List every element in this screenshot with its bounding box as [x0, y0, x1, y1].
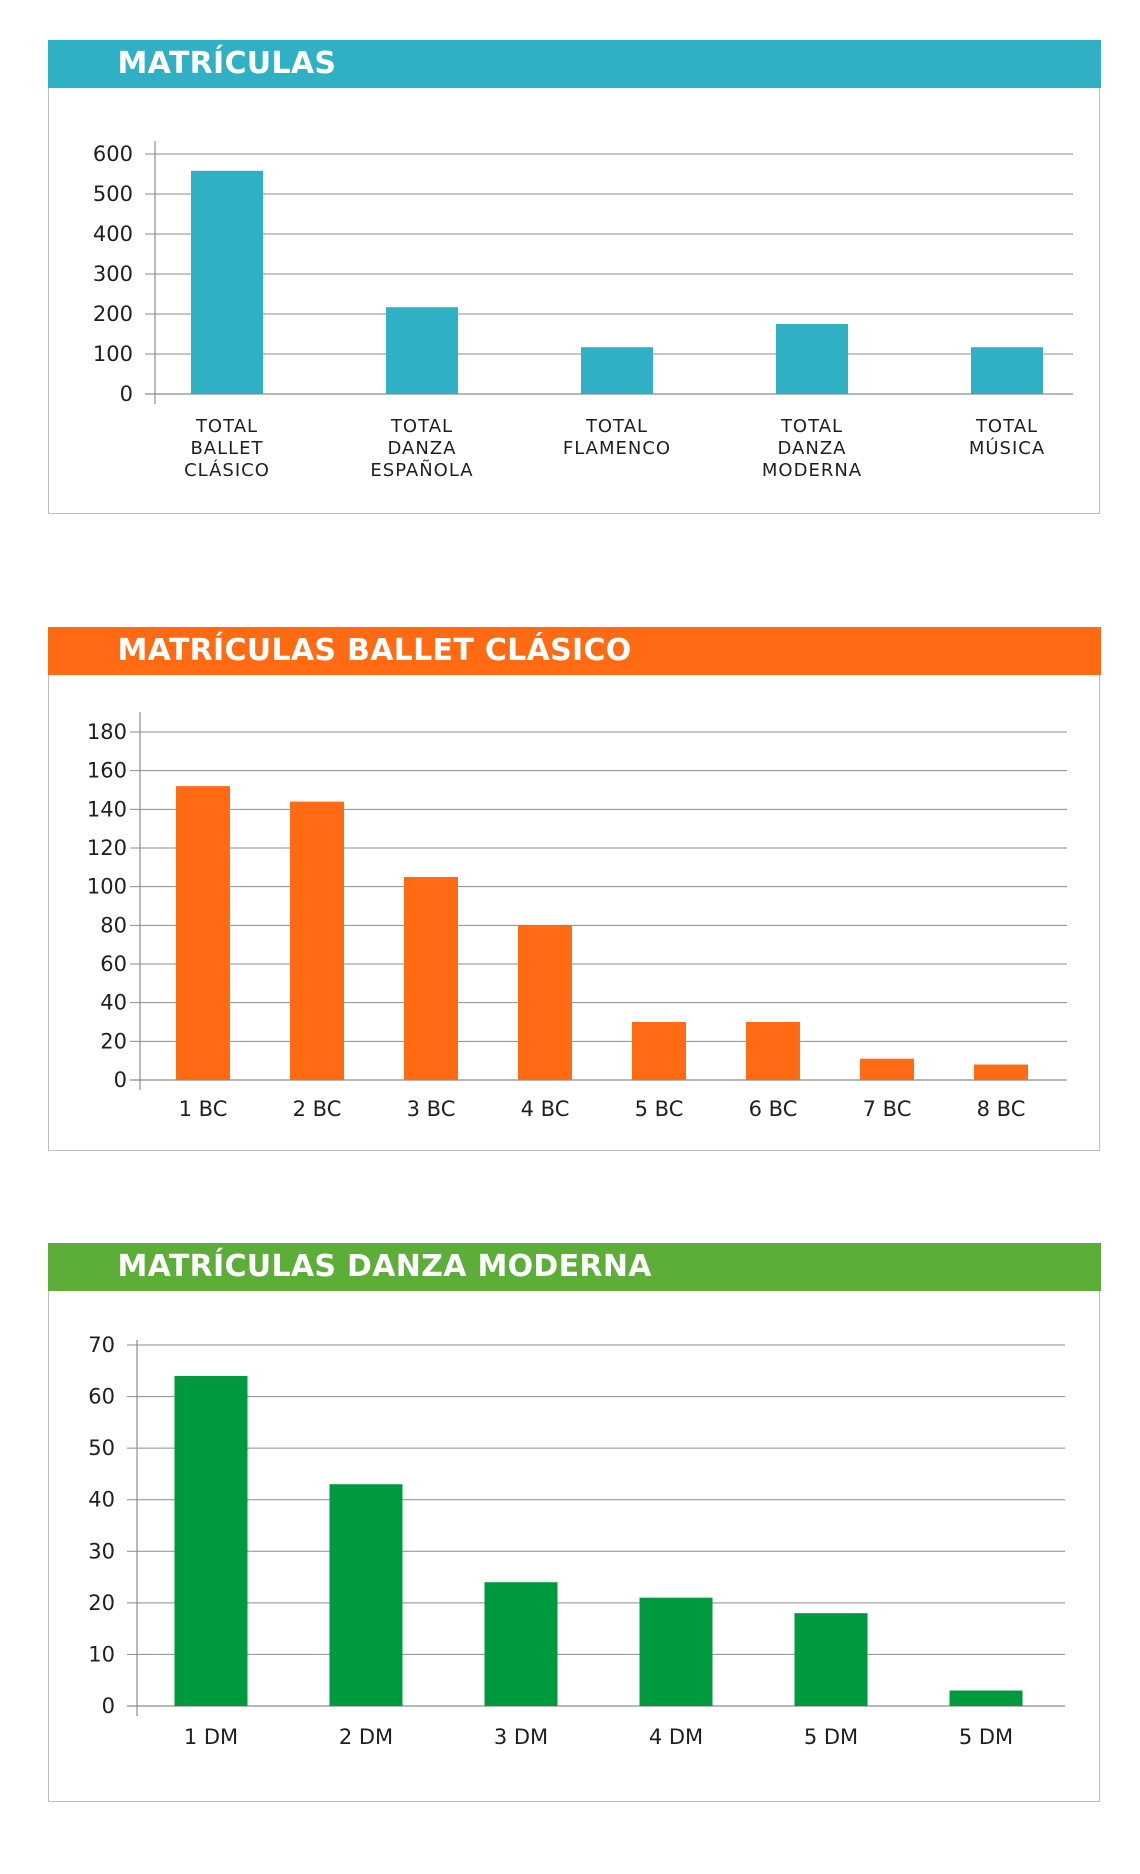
x-category-label: 3 DM: [494, 1725, 548, 1749]
x-category-label: 8 BC: [977, 1097, 1026, 1121]
bar: [860, 1058, 914, 1080]
bar: [794, 1613, 868, 1706]
y-tick-label: 60: [100, 952, 127, 976]
bar: [174, 1375, 248, 1706]
y-tick-label: 100: [87, 875, 127, 899]
x-category-label: 2 BC: [293, 1097, 342, 1121]
bar: [632, 1022, 686, 1080]
bar: [176, 786, 230, 1080]
y-tick-label: 300: [93, 262, 133, 286]
y-tick-label: 0: [114, 1068, 127, 1092]
chart-title: MATRÍCULAS DANZA MODERNA: [117, 1248, 652, 1284]
y-tick-label: 500: [93, 182, 133, 206]
y-tick-label: 120: [87, 836, 127, 860]
x-category-label: 1 DM: [184, 1725, 238, 1749]
y-tick-label: 400: [93, 222, 133, 246]
chart-header-danza-moderna: MATRÍCULAS DANZA MODERNA: [47, 1242, 1101, 1291]
bar: [404, 877, 458, 1080]
bar: [191, 170, 263, 394]
bar: [290, 801, 344, 1080]
x-category-label: 4 BC: [521, 1097, 570, 1121]
bar: [386, 307, 458, 394]
y-tick-label: 600: [93, 142, 133, 166]
y-tick-label: 140: [87, 797, 127, 821]
y-tick-label: 40: [88, 1488, 115, 1512]
bar-chart-ballet-clasico: 0 20 40 60 80 100 120 140 160 180 1 BC 2 BC 3 BC 4 BC…: [87, 712, 1067, 1121]
x-category-label: 1 BC: [179, 1097, 228, 1121]
x-category-label: TOTAL BALLET CLÁSICO: [184, 416, 270, 481]
x-category-label: TOTAL MÚSICA: [969, 416, 1045, 459]
bar-chart-danza-moderna: 0 10 20 30 40 50 60 70 1 DM 2 DM 3 DM 4 DM 5 DM 5 DM: [88, 1333, 1065, 1749]
x-category-label: 4 DM: [649, 1725, 703, 1749]
chart-title: MATRÍCULAS: [117, 45, 337, 81]
chart-header-matriculas: MATRÍCULAS: [47, 39, 1101, 88]
y-tick-label: 20: [88, 1591, 115, 1615]
y-tick-label: 100: [93, 342, 133, 366]
bar: [329, 1484, 403, 1706]
chart-panel-danza-moderna: MATRÍCULAS DANZA MODERNA 0 10 20 30 40 50 60 70…: [47, 1242, 1101, 1802]
bar-chart-matriculas: 0 100 200 300 400 500 600 TOTAL BALLET CLÁSICO TOT…: [93, 141, 1073, 481]
x-category-label: TOTAL DANZA MODERNA: [762, 416, 862, 481]
y-tick-label: 20: [100, 1029, 127, 1053]
chart-title: MATRÍCULAS BALLET CLÁSICO: [117, 632, 632, 668]
x-category-label: 5 BC: [635, 1097, 684, 1121]
x-category-label: TOTAL DANZA ESPAÑOLA: [370, 416, 473, 481]
x-category-label: 5 DM: [804, 1725, 858, 1749]
bar: [639, 1597, 713, 1706]
x-category-label: TOTAL FLAMENCO: [563, 416, 671, 459]
bar: [484, 1582, 558, 1706]
bar: [518, 925, 572, 1080]
y-tick-label: 40: [100, 991, 127, 1015]
y-tick-label: 60: [88, 1385, 115, 1409]
y-tick-label: 200: [93, 302, 133, 326]
y-tick-label: 50: [88, 1436, 115, 1460]
y-tick-label: 30: [88, 1539, 115, 1563]
x-category-label: 3 BC: [407, 1097, 456, 1121]
bar: [949, 1690, 1023, 1706]
x-category-label: 2 DM: [339, 1725, 393, 1749]
y-tick-label: 70: [88, 1333, 115, 1357]
bar: [974, 1064, 1028, 1080]
y-tick-label: 0: [120, 382, 133, 406]
y-tick-label: 180: [87, 720, 127, 744]
y-tick-label: 160: [87, 759, 127, 783]
x-category-label: 5 DM: [959, 1725, 1013, 1749]
x-category-label: 6 BC: [749, 1097, 798, 1121]
chart-panel-matriculas: MATRÍCULAS 0 100 200 300 400 500 600 TOTAL BALLE…: [47, 39, 1101, 514]
bar: [776, 324, 848, 394]
x-category-label: 7 BC: [863, 1097, 912, 1121]
chart-header-ballet-clasico: MATRÍCULAS BALLET CLÁSICO: [47, 626, 1101, 675]
bar: [581, 347, 653, 394]
y-tick-label: 80: [100, 913, 127, 937]
bar: [746, 1022, 800, 1080]
chart-panel-ballet-clasico: MATRÍCULAS BALLET CLÁSICO 0 20 40 60 80 100 12…: [47, 626, 1101, 1151]
y-tick-label: 0: [102, 1694, 115, 1718]
bar: [971, 347, 1043, 394]
y-tick-label: 10: [88, 1642, 115, 1666]
